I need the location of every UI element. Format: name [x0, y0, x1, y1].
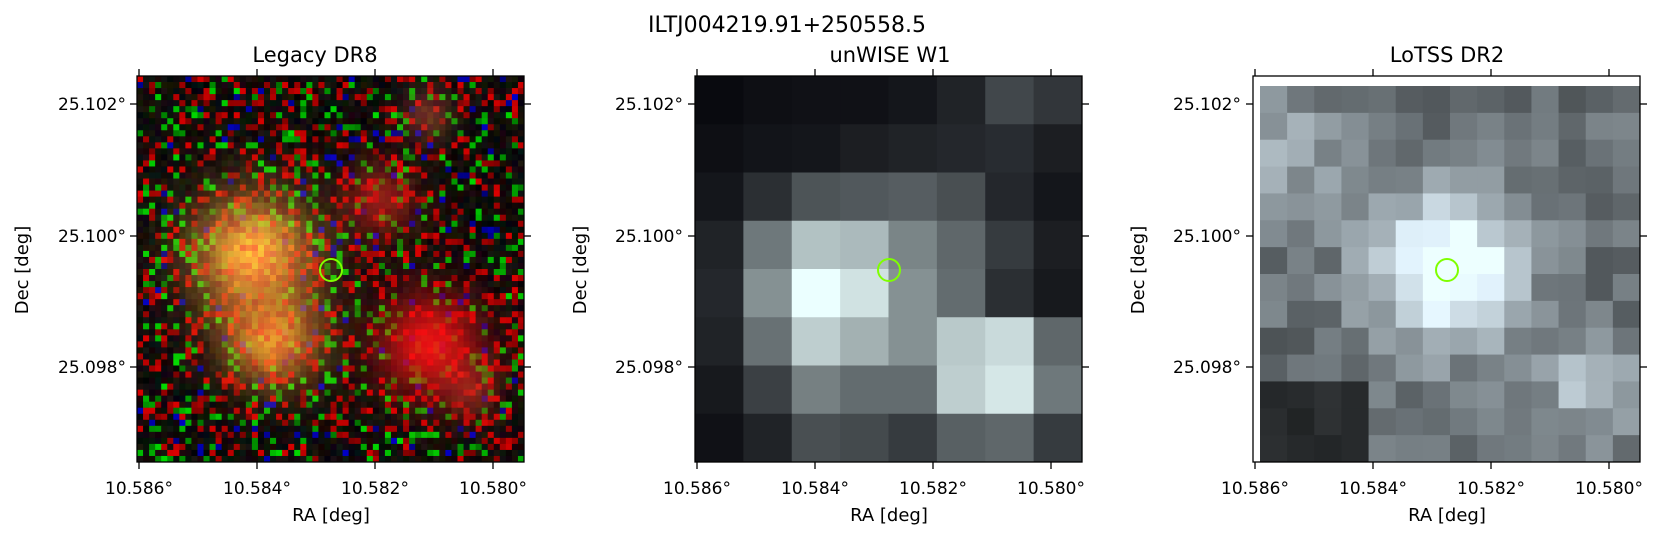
- y-axis-label: Dec [deg]: [570, 226, 591, 315]
- x-tick-label: 10.586°: [1221, 479, 1289, 499]
- x-tick-label: 10.584°: [781, 479, 849, 499]
- y-tick-label: 25.098°: [1173, 358, 1241, 378]
- axis-ticks: [130, 69, 531, 469]
- optical-image: [137, 76, 525, 463]
- x-axis-label: RA [deg]: [850, 505, 928, 526]
- x-tick-label: 10.582°: [899, 479, 967, 499]
- axes-frame: [136, 75, 525, 463]
- y-axis-label: Dec [deg]: [12, 226, 33, 315]
- x-axis-label: RA [deg]: [1408, 505, 1486, 526]
- y-tick-label: 25.100°: [1173, 227, 1241, 247]
- panel-title: LoTSS DR2: [1390, 43, 1504, 67]
- axis-ticks: [688, 69, 1089, 469]
- y-tick-label: 25.098°: [615, 358, 683, 378]
- radio-image: [1260, 86, 1641, 463]
- x-tick-label: 10.582°: [1457, 479, 1525, 499]
- y-tick-label: 25.102°: [615, 95, 683, 115]
- y-tick-label: 25.098°: [58, 358, 126, 378]
- x-tick-label: 10.580°: [1017, 479, 1085, 499]
- y-axis-label: Dec [deg]: [1128, 226, 1149, 315]
- figure-suptitle: ILTJ004219.91+250558.5: [648, 13, 926, 38]
- axis-ticks: [1246, 69, 1647, 469]
- panel-title: unWISE W1: [830, 43, 951, 67]
- y-tick-label: 25.102°: [58, 95, 126, 115]
- axes-frame: [694, 75, 1083, 463]
- x-tick-label: 10.586°: [105, 479, 173, 499]
- x-axis-label: RA [deg]: [292, 505, 370, 526]
- target-marker: [1435, 258, 1459, 282]
- panel-legacy-dr8: Legacy DR8 10.586° 10.584° 10.582° 10.58…: [12, 43, 531, 526]
- x-tick-label: 10.580°: [459, 479, 527, 499]
- x-tick-label: 10.584°: [223, 479, 291, 499]
- target-marker: [319, 258, 343, 282]
- y-tick-label: 25.100°: [615, 227, 683, 247]
- target-marker: [877, 258, 901, 282]
- panel-unwise-w1: unWISE W1 10.586° 10.584° 10.582° 10.580…: [570, 43, 1089, 526]
- panel-title: Legacy DR8: [252, 43, 377, 67]
- y-tick-label: 25.100°: [58, 227, 126, 247]
- infrared-image: [695, 76, 1083, 463]
- y-tick-label: 25.102°: [1173, 95, 1241, 115]
- x-tick-label: 10.582°: [341, 479, 409, 499]
- panel-lotss-dr2: LoTSS DR2 10.586° 10.584° 10.582° 10.580…: [1128, 43, 1647, 526]
- axes-frame: [1252, 75, 1641, 463]
- x-tick-label: 10.580°: [1575, 479, 1643, 499]
- x-tick-label: 10.584°: [1339, 479, 1407, 499]
- x-tick-label: 10.586°: [663, 479, 731, 499]
